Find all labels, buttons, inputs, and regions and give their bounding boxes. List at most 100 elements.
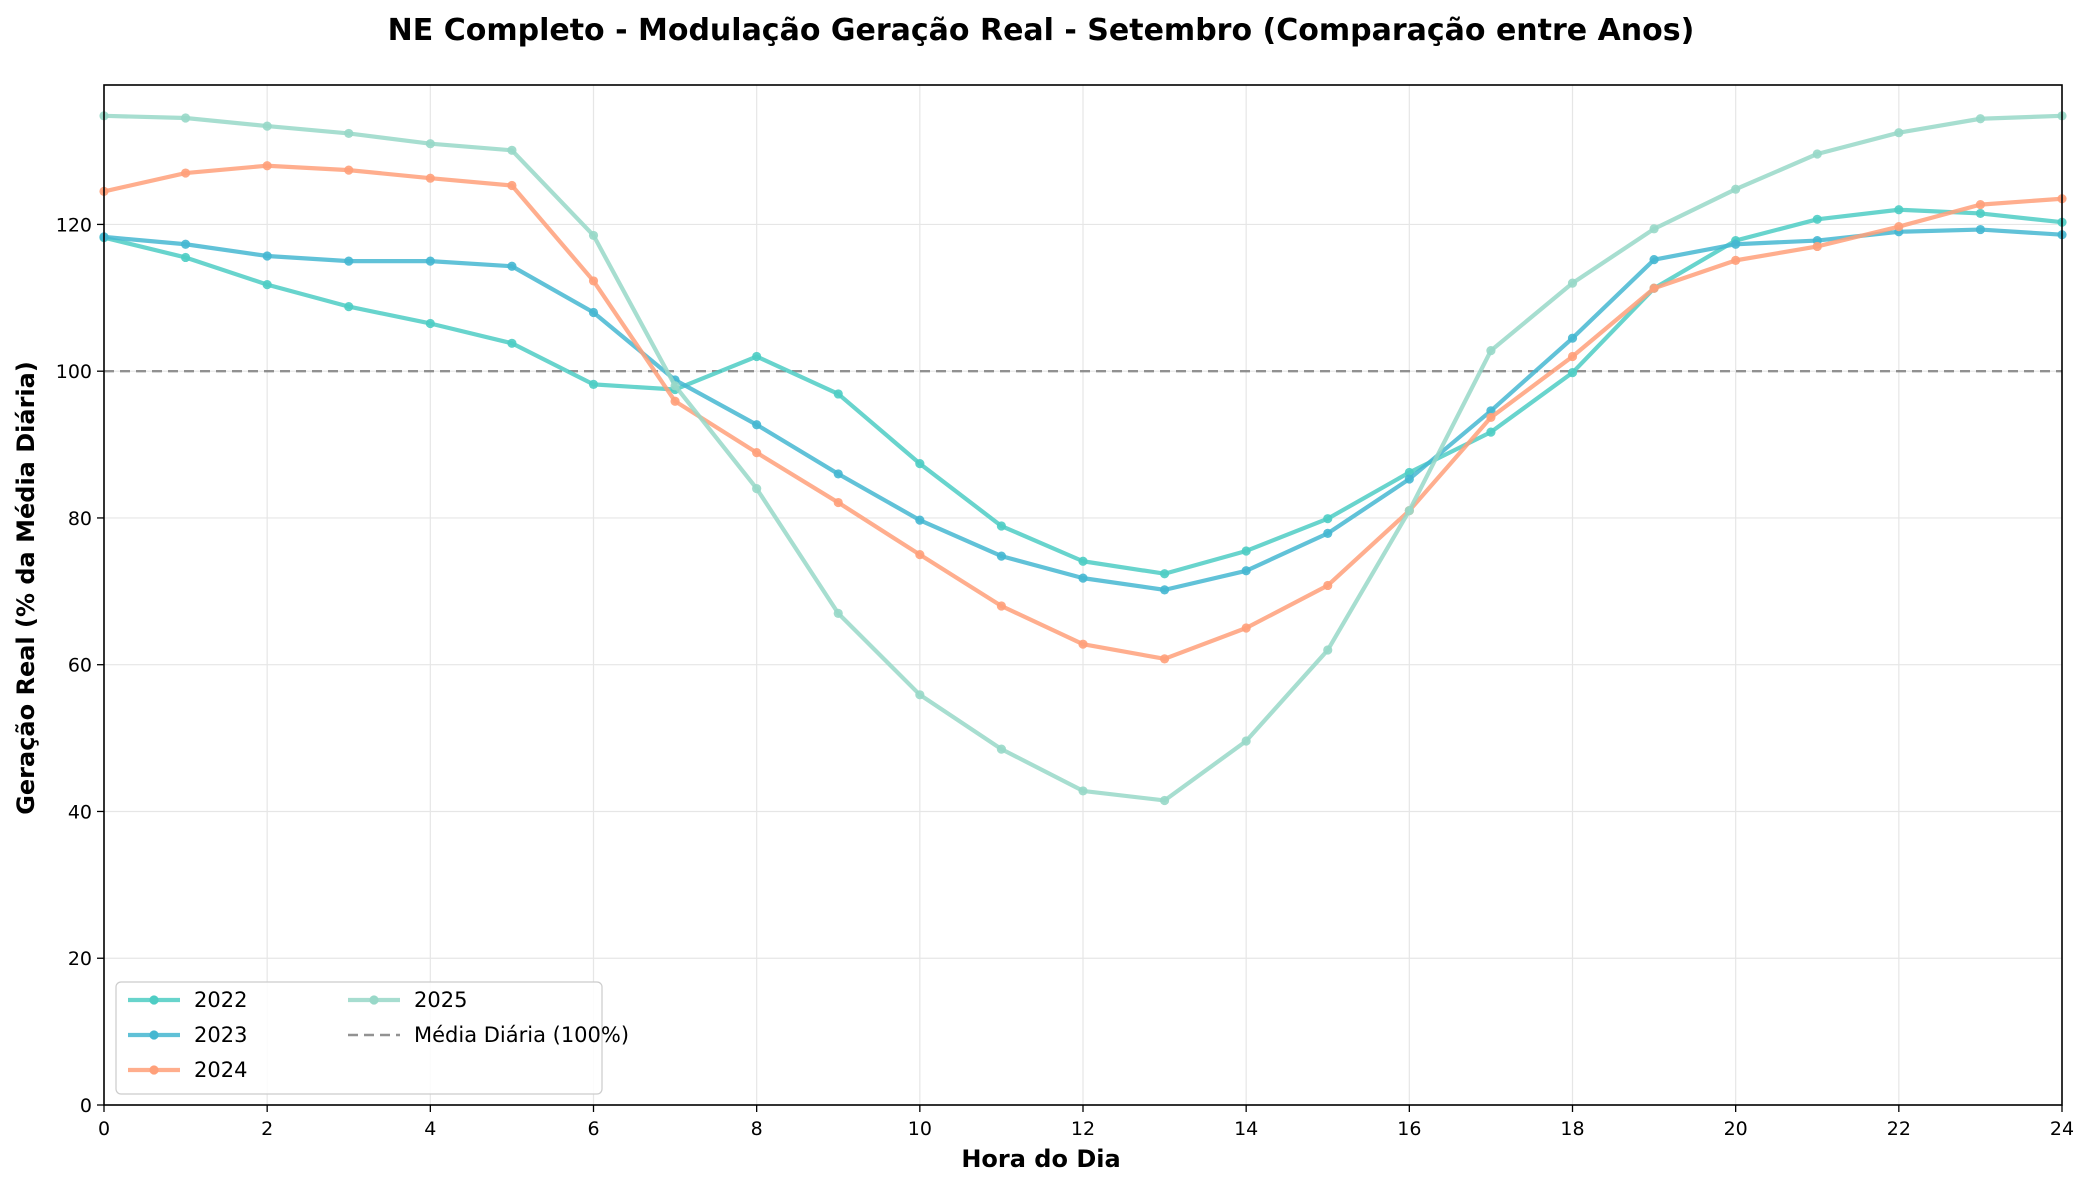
data-point bbox=[752, 483, 762, 494]
legend-marker bbox=[369, 995, 379, 1005]
legend-label: 2022 bbox=[194, 988, 247, 1012]
x-tick-label: 18 bbox=[1560, 1118, 1584, 1140]
data-point bbox=[262, 121, 272, 131]
data-point bbox=[1159, 795, 1170, 806]
data-point bbox=[833, 469, 843, 479]
data-point bbox=[1649, 255, 1659, 265]
data-point bbox=[1159, 585, 1170, 595]
data-point bbox=[1567, 333, 1578, 343]
data-point bbox=[1159, 654, 1170, 664]
y-tick-label: 0 bbox=[80, 1095, 92, 1117]
y-tick-label: 20 bbox=[68, 948, 92, 970]
data-point bbox=[1567, 278, 1578, 288]
data-point bbox=[180, 168, 191, 178]
data-point bbox=[1323, 580, 1333, 591]
data-point bbox=[1241, 566, 1251, 576]
series-2025 bbox=[99, 111, 2067, 806]
series-group bbox=[99, 111, 2067, 806]
y-tick-label: 80 bbox=[68, 508, 92, 530]
data-point bbox=[915, 690, 925, 700]
legend-marker bbox=[149, 995, 159, 1005]
data-point bbox=[425, 173, 435, 183]
data-point bbox=[588, 230, 599, 241]
data-point bbox=[344, 302, 354, 312]
data-point bbox=[425, 256, 435, 266]
data-point bbox=[1241, 546, 1251, 556]
data-point bbox=[833, 608, 843, 618]
grid bbox=[103, 85, 2063, 1106]
data-point bbox=[1812, 241, 1822, 252]
data-point bbox=[1975, 208, 1986, 219]
data-point bbox=[1323, 528, 1333, 538]
data-point bbox=[1894, 128, 1904, 138]
data-point bbox=[833, 389, 843, 399]
data-point bbox=[180, 252, 191, 263]
data-point bbox=[588, 379, 599, 389]
data-point bbox=[1486, 346, 1496, 356]
data-point bbox=[507, 180, 517, 191]
x-tick-label: 8 bbox=[751, 1118, 763, 1140]
x-tick-label: 14 bbox=[1234, 1118, 1258, 1140]
data-point bbox=[1323, 514, 1333, 524]
data-point bbox=[1649, 283, 1659, 293]
legend-label: 2023 bbox=[194, 1023, 247, 1047]
x-tick-label: 24 bbox=[2050, 1118, 2074, 1140]
data-point bbox=[1975, 114, 1986, 124]
data-point bbox=[1894, 205, 1904, 215]
data-point bbox=[1812, 214, 1822, 224]
legend-item: 2025 bbox=[348, 988, 467, 1012]
data-point bbox=[1241, 736, 1251, 746]
legend-item: 2022 bbox=[128, 988, 247, 1012]
data-point bbox=[262, 251, 272, 261]
data-point bbox=[1812, 149, 1822, 159]
data-point bbox=[344, 128, 354, 139]
data-point bbox=[180, 239, 191, 249]
data-point bbox=[344, 256, 354, 266]
data-point bbox=[1567, 351, 1578, 362]
y-tick-label: 120 bbox=[56, 214, 92, 236]
data-point bbox=[1731, 184, 1741, 194]
data-point bbox=[1404, 474, 1414, 484]
legend-label: 2024 bbox=[194, 1058, 247, 1082]
legend-marker bbox=[149, 1030, 159, 1040]
data-point bbox=[262, 161, 272, 171]
data-point bbox=[1486, 412, 1496, 423]
data-point bbox=[588, 276, 599, 286]
data-point bbox=[1975, 200, 1986, 210]
data-point bbox=[996, 744, 1007, 754]
x-tick-label: 12 bbox=[1071, 1118, 1095, 1140]
legend-item: 2023 bbox=[128, 1023, 247, 1047]
data-point bbox=[507, 261, 517, 271]
series-2023 bbox=[99, 224, 2067, 595]
x-tick-label: 22 bbox=[1887, 1118, 1911, 1140]
data-point bbox=[1159, 569, 1170, 579]
data-point bbox=[670, 396, 680, 406]
data-point bbox=[996, 551, 1007, 561]
y-tick-label: 100 bbox=[56, 361, 92, 383]
data-point bbox=[996, 521, 1007, 531]
data-point bbox=[1731, 255, 1741, 265]
legend: 2022 2023 2024 2025 Média Diária (100%) bbox=[115, 981, 629, 1095]
x-tick-label: 4 bbox=[424, 1118, 436, 1140]
data-point bbox=[752, 448, 762, 458]
data-point bbox=[1975, 224, 1986, 235]
legend-item: Média Diária (100%) bbox=[348, 1023, 629, 1047]
data-point bbox=[1323, 645, 1333, 655]
data-point bbox=[344, 165, 354, 175]
data-point bbox=[1078, 786, 1088, 796]
legend-box bbox=[115, 981, 603, 1095]
data-point bbox=[1486, 427, 1496, 437]
data-point bbox=[996, 601, 1007, 611]
chart-title: NE Completo - Modulação Geração Real - S… bbox=[388, 13, 1695, 48]
data-point bbox=[588, 307, 599, 318]
legend-item: 2024 bbox=[128, 1058, 247, 1082]
data-point bbox=[1404, 506, 1414, 516]
data-point bbox=[915, 459, 925, 469]
data-point bbox=[1649, 224, 1659, 234]
x-tick-label: 16 bbox=[1397, 1118, 1421, 1140]
x-tick-label: 0 bbox=[98, 1118, 110, 1140]
data-point bbox=[752, 420, 762, 430]
x-axis-label: Hora do Dia bbox=[961, 1145, 1120, 1173]
data-point bbox=[1567, 368, 1578, 378]
